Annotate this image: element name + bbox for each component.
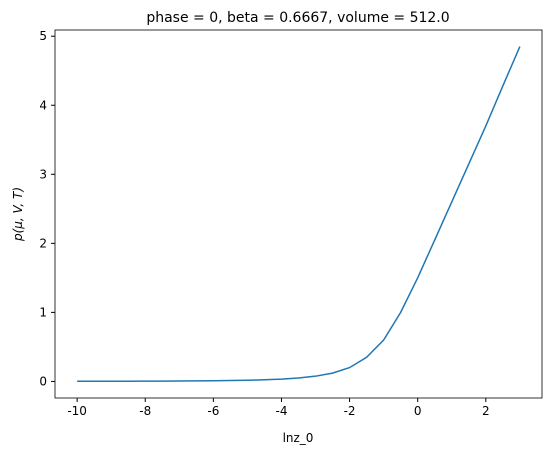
y-tick-label: 4 xyxy=(39,98,47,112)
x-tick-label: -2 xyxy=(344,404,356,418)
y-axis-label: p(μ, V, T) xyxy=(11,187,25,242)
y-tick-label: 2 xyxy=(39,236,47,250)
y-tick-label: 5 xyxy=(39,29,47,43)
x-tick-label: -6 xyxy=(207,404,219,418)
y-tick-label: 1 xyxy=(39,305,47,319)
x-tick-label: 0 xyxy=(414,404,422,418)
y-tick-label: 3 xyxy=(39,167,47,181)
plot-frame xyxy=(54,29,543,399)
y-tick-label: 0 xyxy=(39,374,47,388)
line xyxy=(77,46,521,383)
chart-title: phase = 0, beta = 0.6667, volume = 512.0 xyxy=(146,10,449,26)
x-tick-label: -4 xyxy=(275,404,287,418)
x-tick-label: -10 xyxy=(67,404,87,418)
x-tick-label: 2 xyxy=(482,404,490,418)
x-axis-label: lnz_0 xyxy=(283,431,314,445)
x-tick-label: -8 xyxy=(139,404,151,418)
